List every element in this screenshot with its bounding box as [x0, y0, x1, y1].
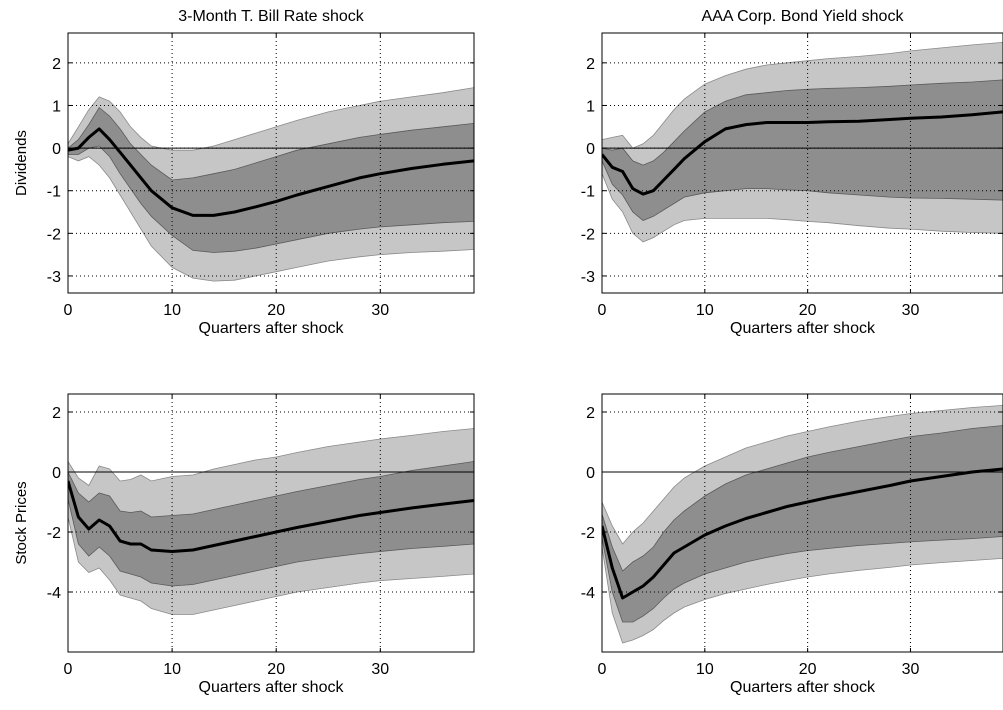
inner-confidence-band — [602, 425, 1003, 623]
x-tick-label: 10 — [163, 302, 181, 319]
median-response-line — [68, 127, 474, 217]
x-tick-label: 30 — [902, 661, 920, 678]
axes-frame — [601, 393, 1003, 653]
panel-3: 0 10 20 30 -4 -2 0 2 Quarters after shock Stock P… — [13, 393, 475, 696]
inner-confidence-band — [68, 461, 474, 587]
y-tick-label: 2 — [52, 56, 61, 73]
x-tick-label: 30 — [371, 661, 389, 678]
y-tick-label: -3 — [581, 269, 595, 286]
y-tick-label: 1 — [52, 98, 61, 115]
axes-frame — [67, 32, 475, 294]
axes-frame — [67, 393, 475, 653]
y-tick-label: 0 — [586, 465, 595, 482]
y-tick-label: -2 — [47, 226, 61, 243]
x-tick-label: 10 — [163, 661, 181, 678]
y-tick-label: -2 — [581, 525, 595, 542]
x-axis-label: Quarters after shock — [730, 320, 876, 337]
x-tick-label: 10 — [696, 302, 714, 319]
x-tick-label: 20 — [267, 661, 285, 678]
panel-title: 3-Month T. Bill Rate shock — [178, 8, 365, 25]
x-axis-label: Quarters after shock — [730, 679, 876, 696]
median-response-line — [602, 110, 1003, 196]
y-tick-label: 2 — [586, 56, 595, 73]
x-axis-label: Quarters after shock — [199, 679, 345, 696]
y-tick-label: -4 — [581, 585, 595, 602]
x-tick-label: 0 — [64, 302, 73, 319]
y-axis-label: Dividends — [13, 130, 30, 196]
x-tick-label: 20 — [799, 302, 817, 319]
x-tick-label: 20 — [799, 661, 817, 678]
y-tick-label: -4 — [47, 585, 61, 602]
panel-2: 0 10 20 30 -3 -2 -1 0 1 2 AAA Corp. Bond Yield sho… — [581, 8, 1003, 337]
y-tick-label: 2 — [586, 405, 595, 422]
panel-1: 0 10 20 30 -3 -2 -1 0 1 2 3-Month T. Bill Rate sho… — [13, 8, 475, 337]
median-response-line — [68, 480, 474, 553]
x-tick-label: 0 — [598, 302, 607, 319]
y-tick-label: -2 — [47, 525, 61, 542]
x-axis-label: Quarters after shock — [199, 320, 345, 337]
y-tick-label: -1 — [47, 184, 61, 201]
x-tick-label: 10 — [696, 661, 714, 678]
y-tick-label: -3 — [47, 269, 61, 286]
y-tick-label: 1 — [586, 98, 595, 115]
y-tick-label: -1 — [581, 184, 595, 201]
median-response-line — [602, 467, 1003, 600]
y-axis-label: Stock Prices — [13, 481, 30, 564]
panel-4: 0 10 20 30 -4 -2 0 2 Quarters after shock — [581, 393, 1003, 696]
inner-confidence-band — [602, 79, 1003, 221]
plot-area — [602, 394, 1003, 652]
plot-area — [602, 33, 1003, 293]
x-tick-label: 30 — [371, 302, 389, 319]
x-tick-label: 0 — [598, 661, 607, 678]
y-tick-label: -2 — [581, 226, 595, 243]
plot-area — [68, 33, 474, 293]
inner-confidence-band — [68, 107, 474, 253]
y-tick-label: 0 — [52, 141, 61, 158]
axes-frame — [601, 32, 1003, 294]
panel-title: AAA Corp. Bond Yield shock — [702, 8, 905, 25]
x-tick-label: 30 — [902, 302, 920, 319]
x-tick-label: 20 — [267, 302, 285, 319]
y-tick-label: 2 — [52, 405, 61, 422]
plot-area — [68, 394, 474, 652]
x-tick-label: 0 — [64, 661, 73, 678]
y-tick-label: 0 — [52, 465, 61, 482]
y-tick-label: 0 — [586, 141, 595, 158]
